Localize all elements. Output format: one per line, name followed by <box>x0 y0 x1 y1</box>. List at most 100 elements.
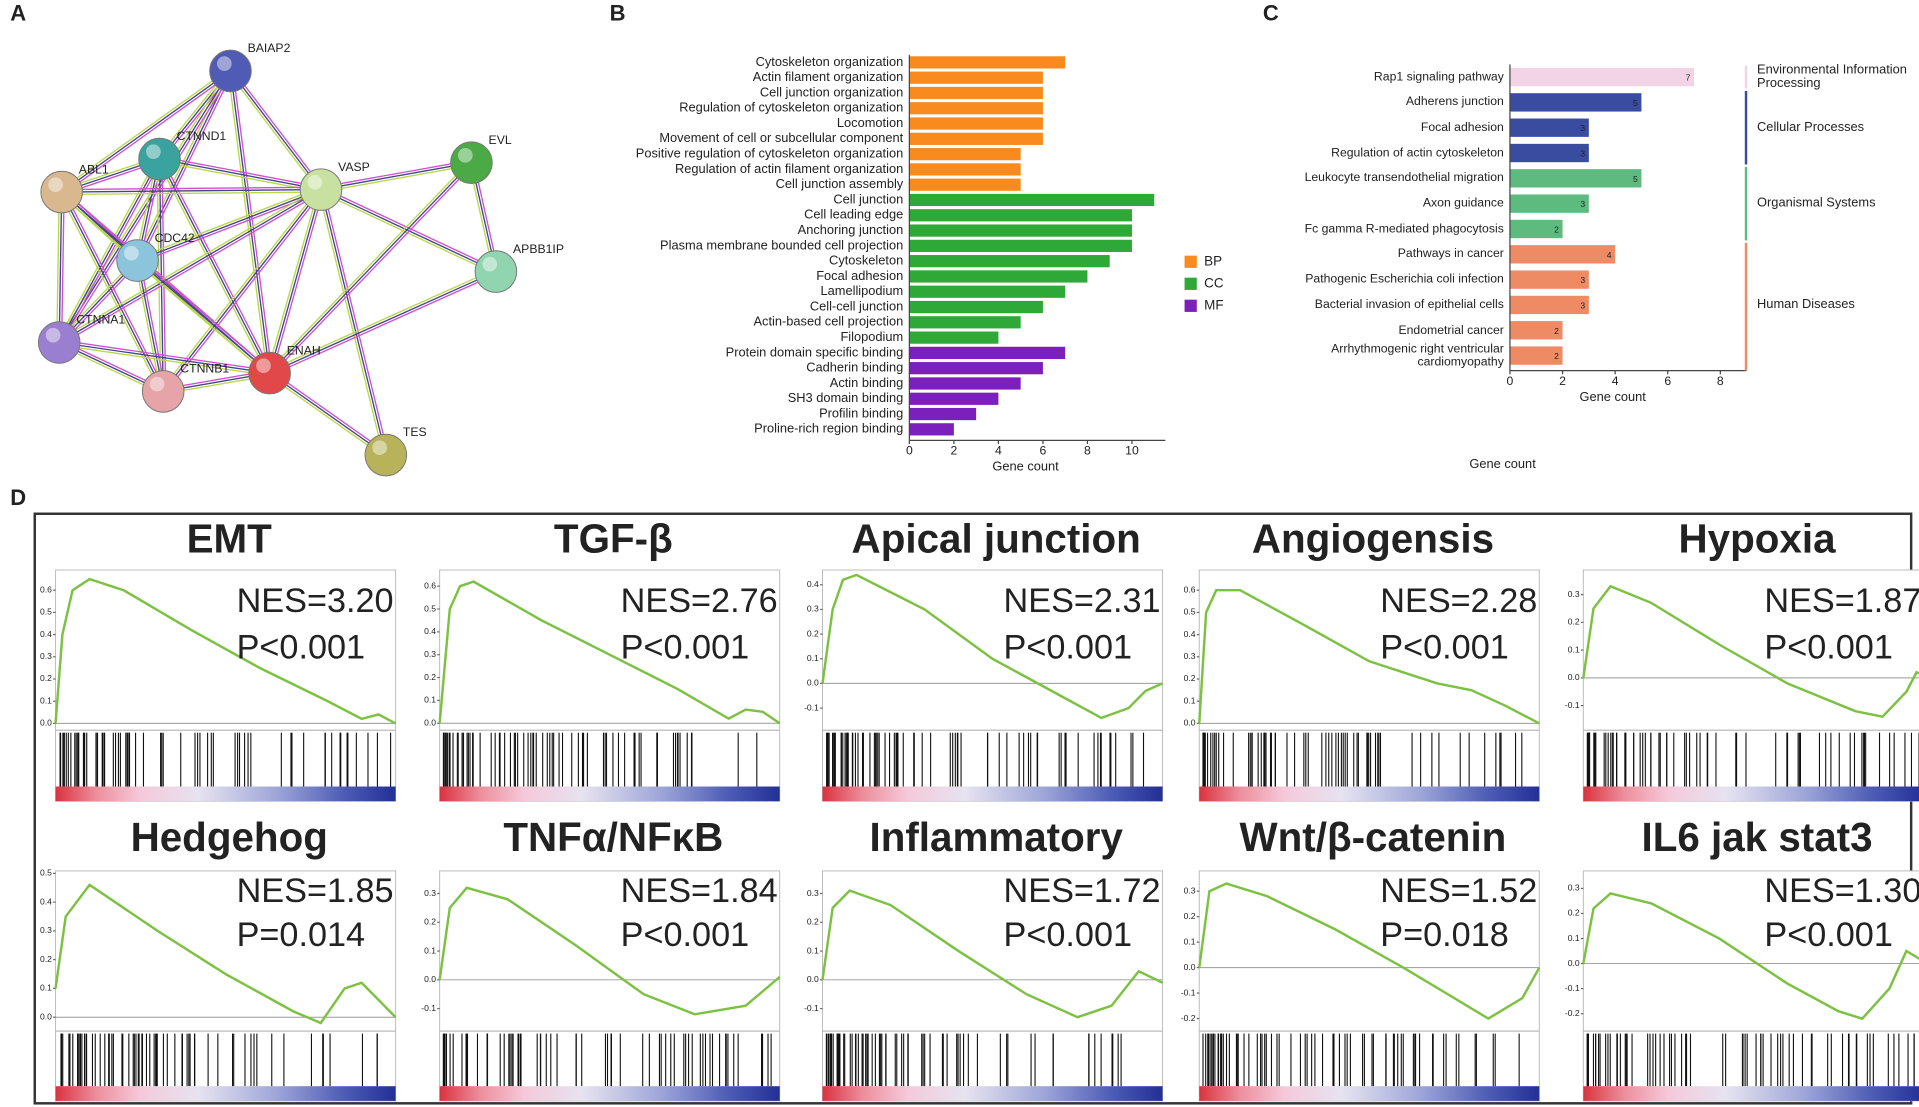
network-edge <box>161 158 167 392</box>
y-tick-label-box: Fc gamma R-mediated phagocytosis <box>1305 222 1504 235</box>
annotation: P<0.001 <box>1004 916 1133 954</box>
y-tick-label: 0.0 <box>40 718 52 728</box>
y-tick-label: 0.2 <box>1568 908 1580 918</box>
y-tick-label: -0.2 <box>1565 1008 1580 1018</box>
network-edge <box>134 260 162 393</box>
bar <box>909 255 1110 268</box>
y-tick-label: 0.1 <box>424 695 436 705</box>
y-tick-label-box: Axon guidance <box>1423 197 1504 210</box>
network-edge <box>56 191 60 343</box>
network-edge <box>59 339 271 372</box>
node-shine <box>45 327 61 343</box>
annotation: P<0.001 <box>621 629 749 667</box>
network-edge <box>160 187 320 391</box>
data-label: 2 <box>1554 326 1559 336</box>
y-tick-label: Cell junction organization <box>760 84 903 99</box>
network-edge <box>156 159 269 375</box>
legend-label: MF <box>1204 297 1223 312</box>
bar <box>1509 118 1589 137</box>
y-tick-label: 0.1 <box>1184 695 1196 705</box>
y-tick-label: 0.3 <box>1568 589 1580 599</box>
network-edge <box>60 191 323 346</box>
y-tick-label: 0.3 <box>40 651 52 661</box>
bar <box>909 71 1043 84</box>
network-node <box>299 168 343 211</box>
bar <box>909 163 1021 176</box>
y-tick-label: Positive regulation of cytoskeleton orga… <box>636 146 903 161</box>
network-edge <box>320 159 472 188</box>
network-edge <box>58 344 270 377</box>
y-tick-label: 0.5 <box>40 607 52 617</box>
y-tick-label: Cytoskeleton <box>829 253 903 268</box>
node-label: CDC42 <box>155 231 195 245</box>
annotation: P=0.014 <box>237 916 366 954</box>
x-axis-label: Gene count <box>992 459 1059 474</box>
network-edge <box>61 186 321 191</box>
data-label: 2 <box>1554 224 1559 234</box>
bar <box>909 392 999 405</box>
network-edge <box>138 258 272 372</box>
bar <box>909 285 1066 298</box>
data-label: 3 <box>1580 149 1585 159</box>
annotation: NES=1.84 <box>621 872 778 910</box>
enrichment-curve <box>54 577 397 725</box>
plot-frame <box>1198 870 1540 1102</box>
y-tick-label: -0.1 <box>1565 700 1580 710</box>
y-tick-label: 0.6 <box>1184 584 1196 594</box>
y-tick-label: 0.4 <box>1184 629 1196 639</box>
bar <box>909 117 1043 130</box>
legend-label: CC <box>1204 275 1224 290</box>
y-tick-label: -0.1 <box>1181 987 1196 997</box>
bar <box>909 316 1021 329</box>
x-tick-label: 2 <box>1559 374 1566 388</box>
network-edge <box>268 189 322 374</box>
y-tick-label-box: Adherens junction <box>1406 96 1504 109</box>
y-tick-label: 0.2 <box>1568 617 1580 627</box>
y-tick-label: 0.4 <box>807 579 819 589</box>
network-edge <box>135 261 269 376</box>
y-tick-label: SH3 domain binding <box>788 390 904 405</box>
y-tick-label: 0.3 <box>40 925 52 935</box>
y-tick-label: Protein domain specific binding <box>726 344 904 359</box>
network-edge <box>162 189 322 392</box>
x-tick-label: 6 <box>1040 444 1047 458</box>
x-tick-label: 8 <box>1717 374 1724 388</box>
rank-band <box>822 786 1163 802</box>
annotation: NES=2.28 <box>1380 582 1537 620</box>
node-label: EVL <box>489 133 512 147</box>
data-label: 5 <box>1633 174 1638 184</box>
network-edge <box>269 372 387 456</box>
network-edge <box>270 163 474 376</box>
bar <box>1509 143 1589 163</box>
legend-label: BP <box>1204 253 1222 268</box>
y-tick-label: 0.0 <box>40 1011 52 1021</box>
y-tick-label: Regulation of cytoskeleton organization <box>679 100 903 115</box>
data-label: 5 <box>1633 98 1638 108</box>
annotation: NES=2.31 <box>1004 582 1161 620</box>
enrichment-curve <box>1582 892 1919 1021</box>
annotation: P<0.001 <box>1004 629 1133 667</box>
y-tick-label: Regulation of actin cytoskeleton <box>1331 146 1504 160</box>
network-edge <box>58 192 63 343</box>
annotation: NES=3.20 <box>237 582 394 620</box>
network-edge <box>267 374 385 458</box>
x-tick-label: 0 <box>1507 374 1514 388</box>
node-shine <box>372 440 388 456</box>
y-tick-label: -0.1 <box>421 1003 436 1013</box>
bar <box>909 377 1021 390</box>
subplot-title: Angiogensis <box>1252 516 1494 562</box>
bar <box>909 239 1132 252</box>
bar <box>1509 219 1563 239</box>
y-tick-label-box: Pathways in cancer <box>1398 248 1504 261</box>
bar <box>909 270 1088 283</box>
x-tick-label: 2 <box>950 444 957 458</box>
data-label: 4 <box>1607 250 1612 260</box>
bar <box>1509 194 1589 213</box>
y-tick-label: Actin-based cell projection <box>753 314 903 329</box>
node-label: CTNNA1 <box>76 313 125 327</box>
bar <box>1509 346 1563 365</box>
network-edge <box>227 72 320 192</box>
y-tick-label: 0.2 <box>424 672 436 682</box>
legend-swatch <box>1184 299 1197 312</box>
y-tick-label: 0.1 <box>807 945 819 955</box>
